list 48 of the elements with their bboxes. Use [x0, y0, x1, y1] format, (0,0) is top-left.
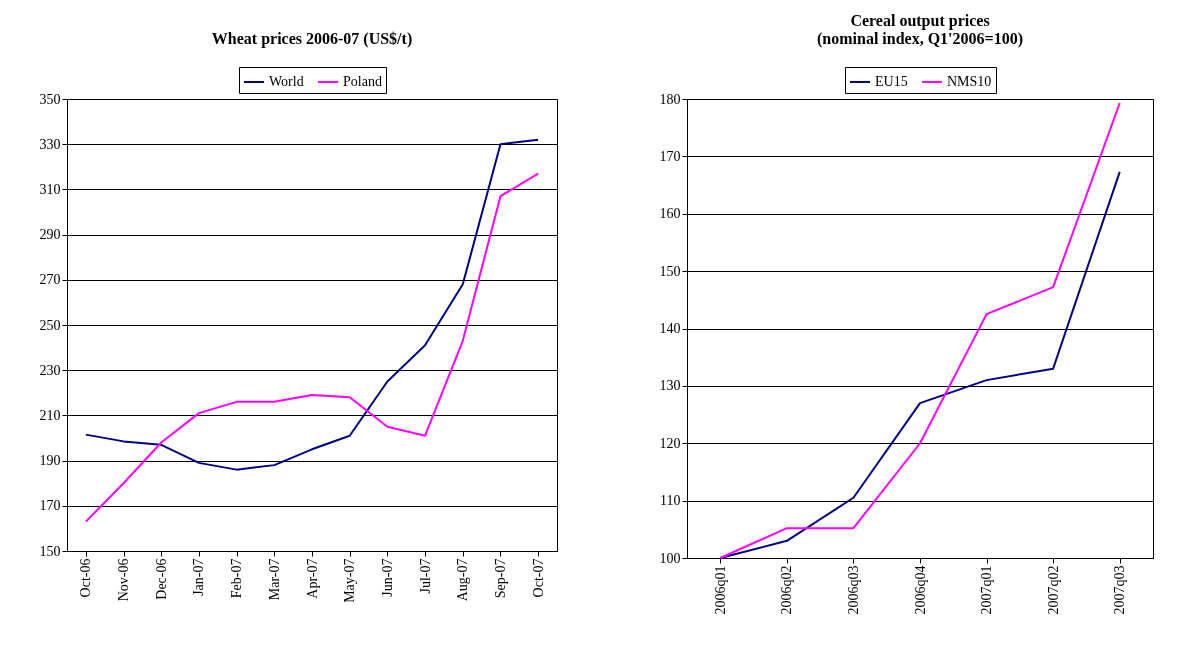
y-tick-label: 230 [39, 362, 61, 378]
y-tick-label: 190 [39, 453, 61, 469]
y-tick-label: 140 [659, 321, 681, 336]
legend-label: NMS10 [947, 74, 992, 89]
x-tick-label: 2007q02 [1045, 565, 1061, 615]
x-tick-label: Apr-07 [304, 558, 320, 599]
y-tick-label: 270 [39, 272, 61, 288]
x-tick-label: 2007q01 [979, 565, 995, 615]
y-tick-label: 100 [659, 550, 681, 566]
y-tick-label: 120 [659, 435, 681, 451]
y-tick-label: 170 [39, 498, 61, 514]
y-tick-label: 250 [39, 317, 61, 333]
y-tick-label: 110 [660, 493, 681, 509]
y-tick-label: 150 [659, 263, 681, 279]
y-tick-label: 290 [39, 227, 61, 243]
x-tick-label: May-07 [342, 558, 358, 603]
x-tick-label: Mar-07 [266, 558, 282, 601]
y-tick-label: 350 [39, 91, 61, 107]
x-tick-label: 2006q02 [779, 565, 795, 615]
x-tick-label: Oct-06 [78, 558, 94, 598]
x-tick-label: Sep-07 [492, 558, 508, 599]
x-tick-label: Feb-07 [229, 558, 245, 599]
x-tick-label: 2007q03 [1112, 565, 1128, 615]
x-tick-label: Jun-07 [379, 558, 395, 597]
chart-title: Cereal output prices (nominal index, Q1'2006=100) [816, 11, 1024, 48]
x-tick-label: Oct-07 [530, 558, 546, 598]
x-tick-label: Aug-07 [455, 558, 471, 602]
y-tick-label: 170 [659, 148, 681, 164]
x-tick-label: Jul-07 [417, 558, 433, 594]
y-tick-label: 180 [659, 91, 681, 107]
legend-label: World [269, 74, 304, 89]
x-tick-label: 2006q04 [912, 565, 928, 615]
x-tick-label: Nov-06 [116, 558, 132, 602]
chart-title: Wheat prices 2006-07 (US$/t) [211, 29, 413, 48]
y-tick-label: 210 [39, 407, 61, 423]
x-tick-label: 2006q01 [712, 565, 728, 615]
x-tick-label: Dec-06 [153, 558, 169, 600]
line-series [84, 172, 540, 523]
legend-label: Poland [343, 74, 382, 89]
x-tick-label: Jan-07 [191, 558, 207, 596]
y-tick-label: 160 [659, 206, 681, 222]
y-tick-label: 130 [659, 378, 681, 394]
line-series [84, 138, 540, 471]
y-tick-label: 310 [39, 181, 61, 197]
y-tick-label: 330 [39, 136, 61, 152]
legend-label: EU15 [875, 74, 908, 89]
y-tick-label: 150 [39, 543, 61, 559]
x-tick-label: 2006q03 [845, 565, 861, 615]
